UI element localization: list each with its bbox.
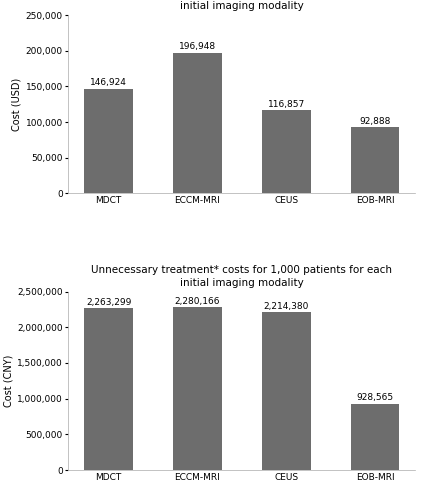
Bar [84,308,133,470]
Bar [84,88,133,194]
Y-axis label: Cost (USD): Cost (USD) [12,78,21,131]
Title: Unnecessary treatment* costs for 1,000 patients for each
initial imaging modalit: Unnecessary treatment* costs for 1,000 p… [91,265,392,288]
Title: Unnecessary treatment* costs for 1,000 patients for each
initial imaging modalit: Unnecessary treatment* costs for 1,000 p… [91,0,392,12]
Bar [262,110,311,194]
Y-axis label: Cost (CNY): Cost (CNY) [3,354,13,407]
Text: 116,857: 116,857 [268,100,305,108]
Bar [173,308,222,470]
Bar [262,312,311,470]
Text: 146,924: 146,924 [90,78,127,87]
Text: 928,565: 928,565 [357,394,394,402]
Text: 2,280,166: 2,280,166 [175,297,220,306]
Bar [173,53,222,194]
Bar [351,404,399,470]
Text: 2,214,380: 2,214,380 [264,302,309,310]
Text: 92,888: 92,888 [359,116,391,126]
Bar [351,127,399,194]
Text: 2,263,299: 2,263,299 [86,298,131,307]
Text: 196,948: 196,948 [179,42,216,51]
